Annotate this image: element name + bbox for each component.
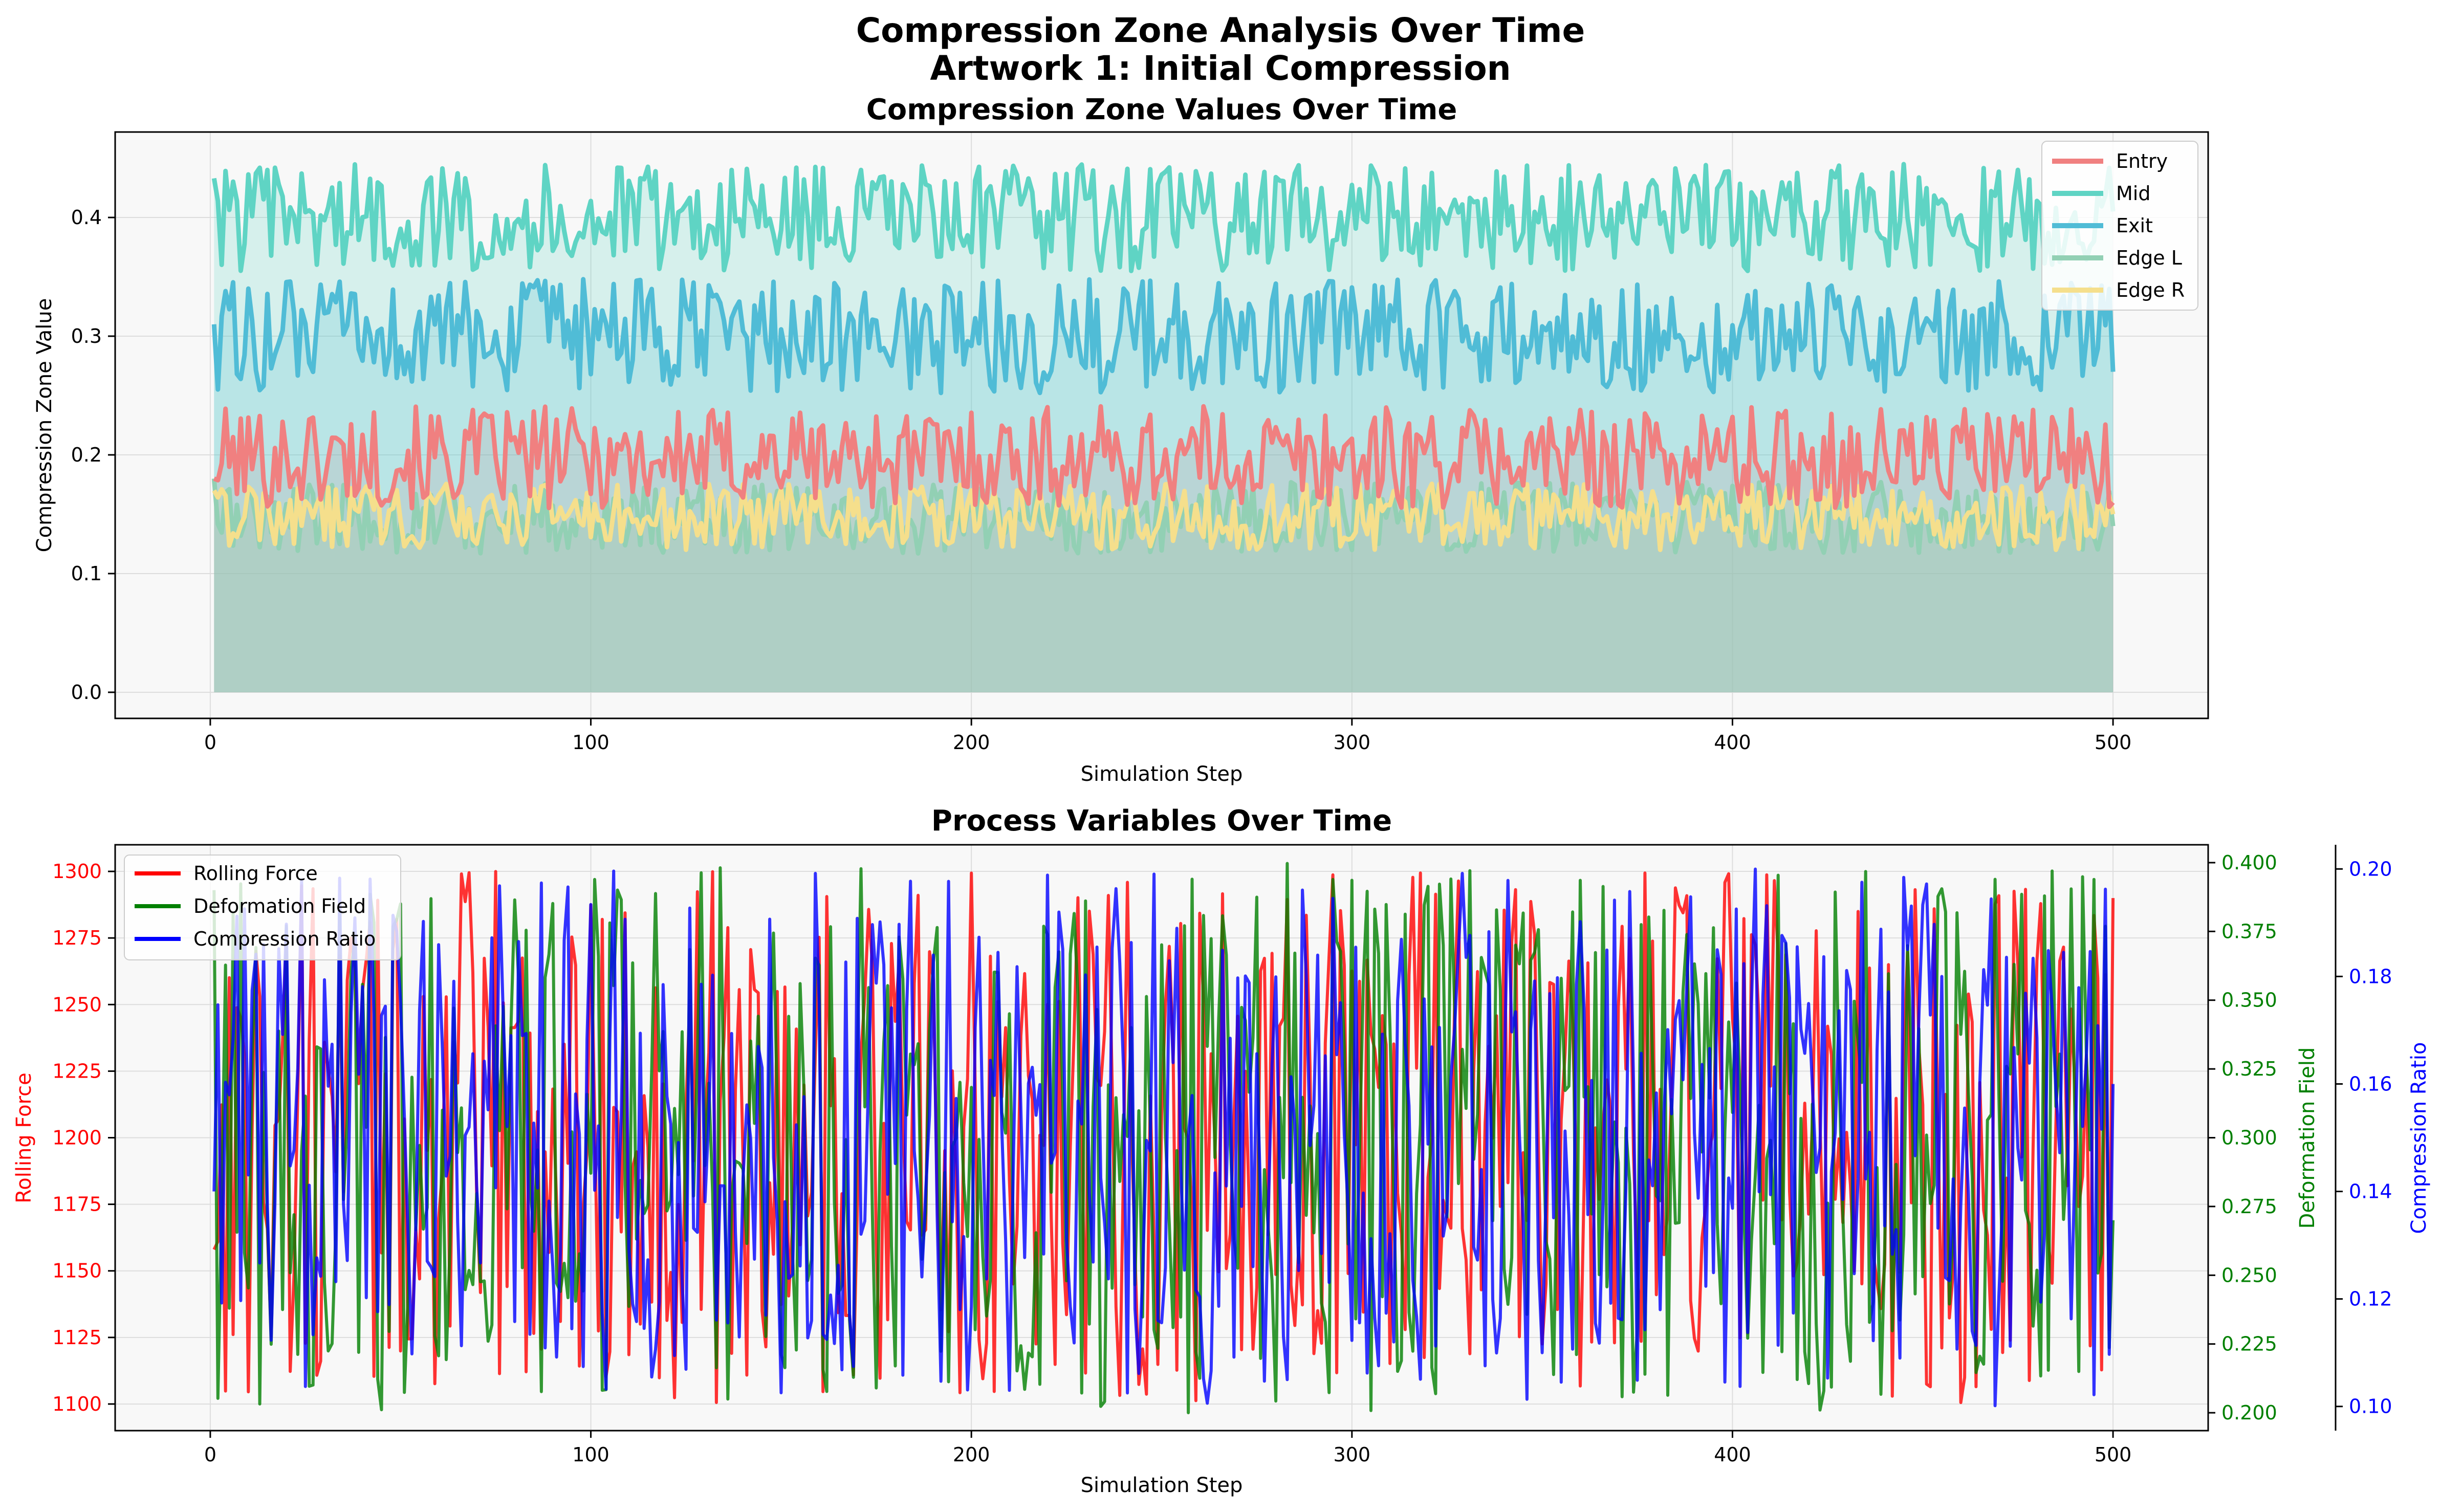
chart1-y-tick-label: 0.2 [71,444,102,466]
chart2-right-tick-label: 0.200 [2221,1401,2277,1424]
chart1-plot-area [115,132,2208,718]
chart2-right-tick-label: 0.275 [2221,1195,2277,1218]
chart1-x-tick-label: 0 [204,731,216,754]
chart2-right-tick-label: 0.225 [2221,1333,2277,1355]
chart2-right-tick-label: 0.250 [2221,1264,2277,1286]
chart2-left-tick-label: 1100 [52,1393,102,1415]
chart2-left-tick-label: 1300 [52,860,102,883]
chart1-frame [114,131,2209,719]
chart2-x-tick-label: 100 [572,1443,609,1466]
chart1-legend-label: Edge L [2116,247,2182,269]
chart1-y-axis-label: Compression Zone Value [33,298,56,553]
chart2-right-tick-label: 0.350 [2221,989,2277,1012]
chart2-series-lines [212,862,2115,1414]
chart1-x-axis-label: Simulation Step [1081,762,1243,786]
chart1-x-tick-label: 200 [953,731,990,754]
chart2-left-tick-label: 1150 [52,1260,102,1282]
chart1-x-tick-label: 300 [1334,731,1371,754]
chart2-title: Process Variables Over Time [931,804,1392,838]
chart1-legend-label: Exit [2116,214,2153,237]
chart2-legend-label: Deformation Field [193,895,366,917]
chart2-legend-label: Rolling Force [193,862,318,885]
chart2-left-tick-label: 1225 [52,1060,102,1082]
chart2-outer-y-ticks: 0.10 0.12 0.14 0.16 0.18 0.20 [2336,858,2392,1418]
chart2-outer-tick-label: 0.16 [2349,1072,2392,1095]
chart2-right-tick-label: 0.300 [2221,1127,2277,1149]
chart2-right-axis-label: Deformation Field [2296,1047,2319,1229]
chart1-legend-label: Edge R [2116,279,2185,301]
chart2-right-tick-label: 0.375 [2221,920,2277,943]
chart2-legend: Rolling Force Deformation Field Compressio… [124,854,401,960]
chart2-x-axis-label: Simulation Step [1081,1474,1243,1497]
figure-suptitle-line2: Artwork 1: Initial Compression [930,49,1511,88]
chart2-legend-label: Compression Ratio [193,928,376,950]
chart1-x-tick-label: 100 [572,731,609,754]
chart2-x-tick-label: 500 [2095,1443,2132,1466]
chart1-legend-label: Entry [2116,150,2168,172]
figure-suptitle-line1: Compression Zone Analysis Over Time [856,11,1585,50]
chart1-legend-box [2041,141,2198,311]
chart2-line-deformation-field [212,862,2115,1414]
chart2-outer-axis-label: Compression Ratio [2407,1042,2431,1234]
chart1-line-exit [211,277,2116,396]
chart1-y-tick-label: 0.1 [71,562,102,585]
chart2-outer-tick-label: 0.20 [2349,858,2392,880]
chart2-right-y-ticks: 0.200 0.225 0.250 0.275 0.300 0.325 0.350 0.375… [2208,851,2277,1424]
chart1-x-tick-label: 400 [1714,731,1751,754]
chart2-left-y-ticks: 1100 1125 1150 1175 1200 1225 1250 1275 1300 [52,860,115,1415]
chart2-outer-tick-label: 0.10 [2349,1395,2392,1418]
chart2-left-axis-label: Rolling Force [12,1072,36,1203]
chart1-legend-label: Mid [2116,182,2150,205]
chart2-x-tick-label: 400 [1714,1443,1751,1466]
chart1-x-tick-label: 500 [2095,731,2132,754]
chart2-left-tick-label: 1200 [52,1127,102,1149]
chart2-x-tick-label: 200 [953,1443,990,1466]
chart2-legend-box [124,854,401,960]
chart2-x-tick-label: 300 [1334,1443,1371,1466]
chart2-line-compression-ratio [212,867,2115,1408]
chart2-left-tick-label: 1125 [52,1326,102,1349]
chart2-right-tick-label: 0.325 [2221,1058,2277,1080]
process-variables-chart: 0 100 200 300 400 500 1100 1125 1150 1175 1200 122… [12,804,2431,1497]
chart2-left-tick-label: 1250 [52,993,102,1016]
chart1-title: Compression Zone Values Over Time [866,93,1457,126]
chart1-y-tick-label: 0.3 [71,325,102,347]
chart2-right-tick-label: 0.400 [2221,851,2277,874]
chart2-outer-tick-label: 0.14 [2349,1180,2392,1203]
chart1-x-ticks: 0 100 200 300 400 500 [204,718,2132,754]
chart2-outer-tick-label: 0.18 [2349,965,2392,988]
chart1-line-mid [211,162,2116,273]
chart1-line-entry [213,404,2115,511]
chart1-legend: Entry Mid Exit Edge L Edge R [2041,141,2198,311]
chart2-x-tick-label: 0 [204,1443,216,1466]
chart1-y-tick-label: 0.0 [71,681,102,704]
chart2-left-tick-label: 1275 [52,927,102,949]
compression-zone-chart: 0 100 200 300 400 500 0.0 0.1 0.2 0.3 0.4 Compres… [33,93,2209,786]
chart1-y-ticks: 0.0 0.1 0.2 0.3 0.4 [71,206,115,704]
chart1-series-lines [211,162,2116,556]
chart2-left-tick-label: 1175 [52,1193,102,1216]
chart1-y-tick-label: 0.4 [71,206,102,229]
chart2-x-ticks: 0 100 200 300 400 500 [204,1431,2132,1466]
chart2-outer-tick-label: 0.12 [2349,1288,2392,1310]
